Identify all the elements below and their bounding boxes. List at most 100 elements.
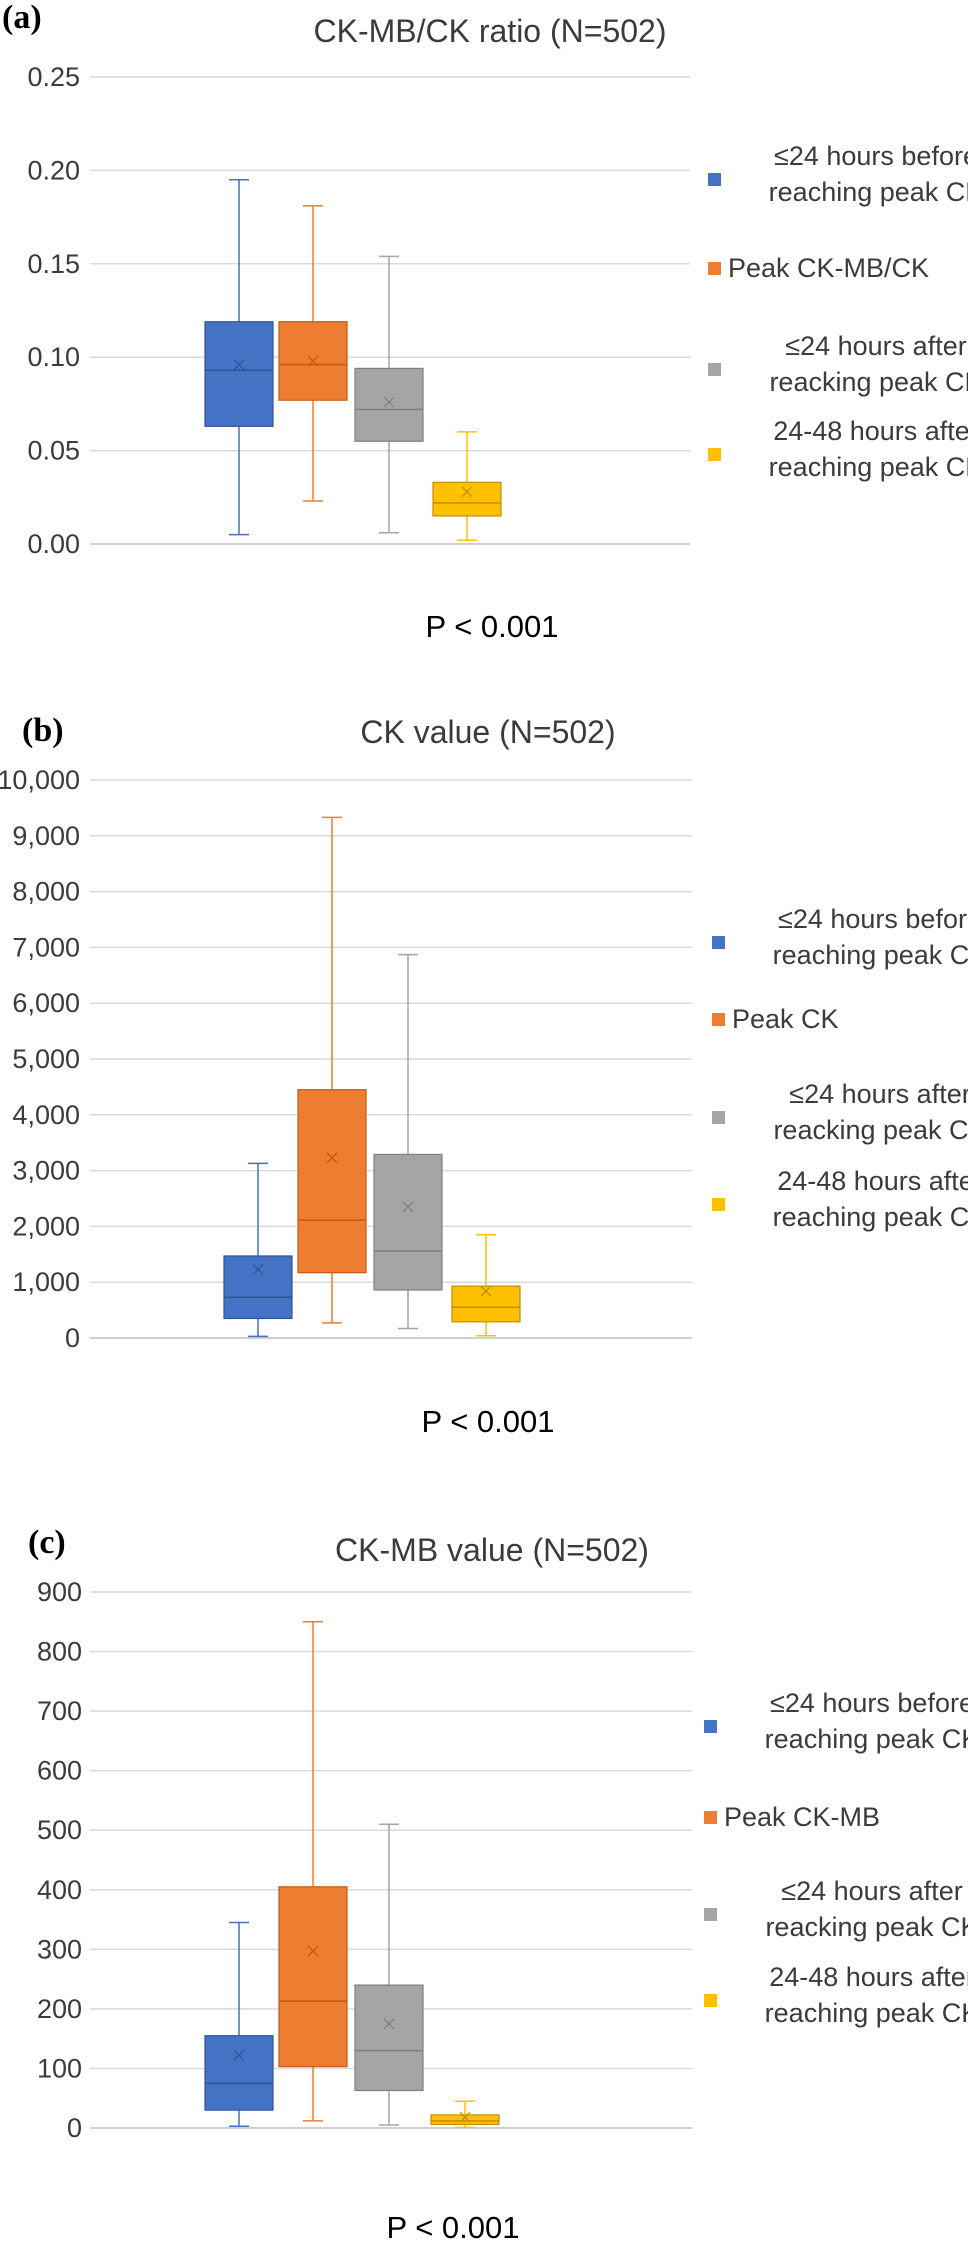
legend-entry-4: 24-48 hours after reaching peak CK: [712, 1166, 968, 1232]
legend-label-line2: reaching peak CK: [765, 1724, 968, 1754]
p-value: P < 0.001: [421, 1404, 554, 1439]
chart-title: CK value (N=502): [360, 714, 615, 750]
legend-label: Peak CK-MB/CK: [728, 253, 929, 283]
p-value: P < 0.001: [425, 609, 558, 644]
mean-marker: [480, 1285, 492, 1297]
chart-panel-3: (c) CK-MB value (N=502) 0 100 200 300 400 500 60…: [28, 1524, 968, 2245]
legend-label-line1: ≤24 hours before: [774, 141, 968, 171]
legend-entry-1: ≤24 hours before reaching peak CK: [704, 1688, 968, 1754]
legend-swatch: [712, 936, 725, 949]
legend-entry-3: ≤24 hours after reacking peak CK: [708, 331, 968, 397]
box-4: [432, 431, 502, 542]
box-iqr: [432, 481, 502, 517]
y-tick-label: 0: [65, 1323, 80, 1353]
legend-label-line2: reaching peak CK: [769, 452, 968, 482]
chart-panel-2: (b) CK value (N=502) 0 1,000 2,000 3,000 4,000…: [0, 712, 968, 1439]
y-tick-label: 2,000: [12, 1211, 80, 1241]
legend-swatch: [712, 1198, 725, 1211]
legend-label-line1: ≤24 hours after: [789, 1079, 968, 1109]
y-tick-label: 3,000: [12, 1156, 80, 1186]
y-tick-label: 600: [37, 1756, 82, 1786]
mean-marker: [383, 396, 395, 408]
box-iqr: [430, 2114, 500, 2126]
legend-swatch: [708, 448, 721, 461]
y-tick-label: 0.25: [27, 62, 80, 92]
mean-marker: [326, 1152, 338, 1164]
legend-label-line2: reacking peak CK: [773, 1115, 968, 1145]
box-3: [354, 255, 424, 534]
legend-entry-2: Peak CK-MB: [704, 1802, 880, 1832]
legend-entry-4: 24-48 hours after reaching peak CK: [708, 416, 968, 482]
box-3: [354, 1823, 424, 2126]
y-tick-label: 900: [37, 1577, 82, 1607]
y-tick-label: 8,000: [12, 877, 80, 907]
box-2: [278, 1621, 348, 2122]
panel-label: (b): [22, 712, 64, 749]
y-tick-label: 0.15: [27, 249, 80, 279]
mean-marker: [307, 355, 319, 367]
legend-label-line2: reacking peak CK: [769, 367, 968, 397]
y-tick-label: 300: [37, 1934, 82, 1964]
mean-marker: [252, 1263, 264, 1275]
legend-label-line1: ≤24 hours before: [778, 904, 968, 934]
legend-label: Peak CK-MB: [724, 1802, 880, 1832]
y-tick-label: 400: [37, 1875, 82, 1905]
box-3: [373, 953, 443, 1330]
y-tick-label: 500: [37, 1815, 82, 1845]
y-tick-label: 4,000: [12, 1100, 80, 1130]
chart-title: CK-MB/CK ratio (N=502): [314, 13, 667, 49]
panel-label: (c): [28, 1524, 66, 1561]
box-1: [204, 1921, 274, 2127]
mean-marker: [383, 2018, 395, 2030]
panel-label: (a): [2, 0, 42, 36]
box-1: [204, 178, 274, 536]
legend-label-line2: reaching peak CK: [773, 1202, 968, 1232]
legend-label: Peak CK: [732, 1004, 839, 1034]
box-iqr: [354, 1984, 424, 2092]
mean-marker: [461, 486, 473, 498]
legend-label-line1: 24-48 hours after: [777, 1166, 968, 1196]
legend-label-line2: reaching peak CK: [773, 940, 968, 970]
y-tick-label: 10,000: [0, 765, 80, 795]
legend-entry-1: ≤24 hours before reaching peak CK: [708, 141, 968, 207]
legend-label-line1: ≤24 hours after: [785, 331, 966, 361]
box-iqr: [278, 1886, 348, 2068]
legend-label-line2: reaching peak CK: [769, 177, 968, 207]
chart-title: CK-MB value (N=502): [335, 1532, 649, 1568]
legend-entry-4: 24-48 hours after reaching peak CK: [704, 1962, 968, 2028]
y-tick-label: 9,000: [12, 821, 80, 851]
legend-label-line1: ≤24 hours before: [770, 1688, 968, 1718]
y-tick-label: 0: [67, 2113, 82, 2143]
legend-label-line1: 24-48 hours after: [773, 416, 968, 446]
legend-label-line1: 24-48 hours after: [769, 1962, 968, 1992]
y-tick-label: 6,000: [12, 988, 80, 1018]
box-2: [278, 205, 348, 502]
y-tick-label: 7,000: [12, 932, 80, 962]
box-iqr: [451, 1285, 521, 1323]
legend-entry-1: ≤24 hours before reaching peak CK: [712, 904, 968, 970]
legend-swatch: [708, 173, 721, 186]
legend-swatch: [704, 1908, 717, 1921]
legend-label-line2: reacking peak CK: [765, 1912, 968, 1942]
box-4: [451, 1234, 521, 1337]
legend-swatch: [712, 1013, 725, 1026]
box-iqr: [223, 1255, 293, 1320]
legend-swatch: [704, 1811, 717, 1824]
legend-swatch: [708, 262, 721, 275]
legend-swatch: [712, 1111, 725, 1124]
y-tick-label: 200: [37, 1994, 82, 2024]
chart-panel-1: (a) CK-MB/CK ratio (N=502) 0.00 0.05 0.10 0.1…: [2, 0, 968, 644]
y-tick-label: 5,000: [12, 1044, 80, 1074]
y-tick-label: 1,000: [12, 1267, 80, 1297]
legend-entry-2: Peak CK: [712, 1004, 839, 1034]
box-iqr: [373, 1153, 443, 1291]
legend-swatch: [704, 1720, 717, 1733]
box-iqr: [204, 2035, 274, 2111]
mean-marker: [233, 2049, 245, 2061]
box-iqr: [204, 321, 274, 427]
mean-marker: [402, 1201, 414, 1213]
y-tick-label: 100: [37, 2053, 82, 2083]
box-4: [430, 2100, 500, 2129]
legend-label-line2: reaching peak CK: [765, 1998, 968, 2028]
legend-label-line1: ≤24 hours after: [781, 1876, 962, 1906]
